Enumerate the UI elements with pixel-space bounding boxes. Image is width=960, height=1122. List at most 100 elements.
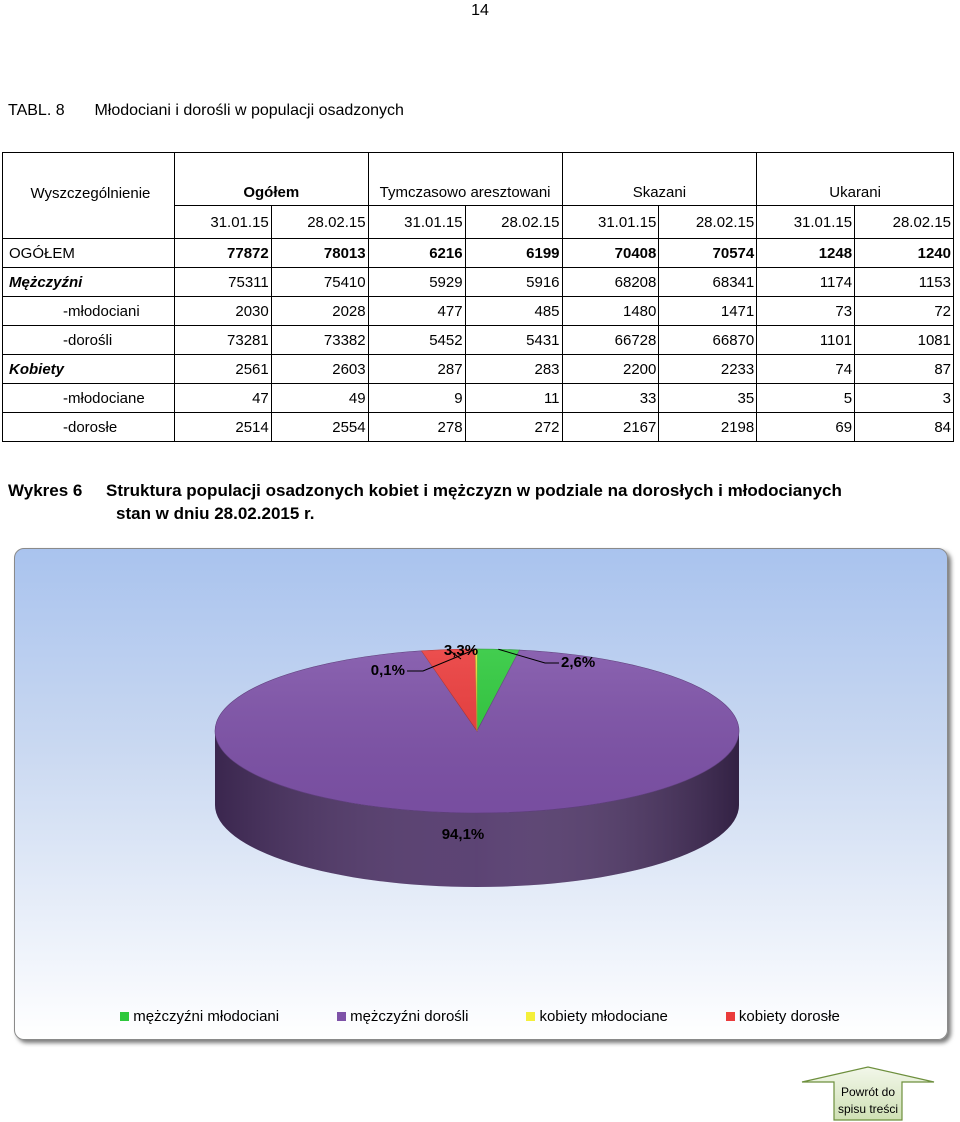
table-cell: 3 [854,383,954,413]
chart-caption-line1: Struktura populacji osadzonych kobiet i … [106,481,842,500]
legend-item: mężczyźni młodociani [120,1008,279,1025]
group-header: Ukarani [756,152,954,206]
legend-label: mężczyźni dorośli [350,1008,469,1025]
row-label: -młodociane [2,383,175,413]
table-cell: 33 [561,383,660,413]
row-label: -młodociani [2,296,175,326]
table-cell: 5929 [367,267,466,297]
row-label: -dorośli [2,325,175,355]
table-cell: 1240 [854,238,954,268]
table-cell: 84 [854,412,954,442]
legend-label: kobiety dorosłe [738,1008,840,1025]
pie-chart-canvas: 2,6% 94,1% 3,3% 0,1% [214,642,740,887]
table-cell: 1480 [561,296,660,326]
table-header-groups: Wyszczególnienie Ogółem Tymczasowo aresz… [2,152,954,239]
date-header: 31.01.15 [756,205,856,239]
table-cell: 1153 [854,267,954,297]
table-cell: 1174 [756,267,856,297]
back-label-line1: Powrót do [840,1085,896,1099]
table-cell: 485 [464,296,563,326]
table-cell: 73382 [270,325,369,355]
table-cell: 70408 [561,238,660,268]
table-row: -dorośli 73281 73382 5452 5431 66728 66870 1101… [2,325,954,355]
table-cell: 2514 [173,412,272,442]
legend-label: kobiety młodociane [539,1008,668,1025]
table-cell: 73 [756,296,856,326]
legend-swatch [725,1012,735,1021]
table-cell: 5 [756,383,856,413]
table-cell: 5916 [464,267,563,297]
legend-item: kobiety młodociane [526,1008,668,1025]
data-label: 2,6% [561,654,595,671]
table-cell: 74 [756,354,856,384]
chart-caption-number: Wykres 6 [8,481,83,500]
table-row: Kobiety 2561 2603 287 283 2200 2233 74 87 [2,354,954,384]
table-cell: 2198 [658,412,758,442]
table-cell: 49 [270,383,369,413]
table-cell: 278 [367,412,466,442]
table-caption-title: Młodociani i dorośli w populacji osadzon… [94,102,404,119]
back-label-line2: spisu treści [837,1102,899,1116]
leader-line [447,649,462,660]
table-cell: 1471 [658,296,758,326]
table-cell: 1101 [756,325,856,355]
date-header: 28.02.15 [270,205,369,239]
table-row: OGÓŁEM 77872 78013 6216 6199 70408 70574 1248 12… [2,238,954,268]
pie-top-shade [215,649,739,813]
pie-side-shade [215,731,739,887]
table-cell: 47 [173,383,272,413]
table-cell: 477 [367,296,466,326]
leader-line [498,648,559,664]
table-cell: 68341 [658,267,758,297]
table-cell: 6199 [464,238,563,268]
date-header: 31.01.15 [367,205,466,239]
table-cell: 272 [464,412,563,442]
table-cell: 2167 [561,412,660,442]
table-cell: 66870 [658,325,758,355]
data-label: 3,3% [444,642,478,659]
chart-legend: mężczyźni młodociani mężczyźni dorośli kob… [0,1008,960,1025]
group-header: Ogółem [173,152,369,206]
back-to-contents-button[interactable]: Powrót do spisu treści [800,1066,936,1122]
table-caption: TABL. 8 Młodociani i dorośli w populacji… [8,102,404,120]
table-cell: 2233 [658,354,758,384]
legend-item: mężczyźni dorośli [337,1008,468,1025]
pie-chart: 2,6% 94,1% 3,3% 0,1% [14,548,948,1040]
chart-caption-line2: stan w dniu 28.02.2015 r. [116,504,315,523]
table-cell: 87 [854,354,954,384]
table-cell: 75410 [270,267,369,297]
table-cell: 78013 [270,238,369,268]
table-cell: 70574 [658,238,758,268]
table-cell: 5452 [367,325,466,355]
legend-swatch [337,1012,347,1021]
table-cell: 2561 [173,354,272,384]
row-label: -dorosłe [2,412,175,442]
date-header: 31.01.15 [561,205,660,239]
table-row: -młodociani 2030 2028 477 485 1480 1471 73 72 [2,296,954,326]
date-header: 28.02.15 [658,205,758,239]
stub-header: Wyszczególnienie [2,152,175,239]
table-cell: 68208 [561,267,660,297]
table-cell: 73281 [173,325,272,355]
table-cell: 69 [756,412,856,442]
table-cell: 1081 [854,325,954,355]
table-cell: 2200 [561,354,660,384]
table-cell: 5431 [464,325,563,355]
table-cell: 75311 [173,267,272,297]
page-number: 14 [471,2,489,19]
date-header: 28.02.15 [464,205,563,239]
row-label: OGÓŁEM [2,238,175,268]
row-label: Mężczyźni [2,267,175,297]
date-header: 28.02.15 [854,205,954,239]
table-header-dates: 31.01.15 28.02.15 31.01.15 28.02.15 31.01.15… [3,205,954,239]
table-row: Mężczyźni 75311 75410 5929 5916 68208 68341 117… [2,267,954,297]
table-row: -dorosłe 2514 2554 278 272 2167 2198 69 84 [2,412,954,442]
table-cell: 2603 [270,354,369,384]
table-cell: 35 [658,383,758,413]
table-cell: 11 [464,383,563,413]
legend-item: kobiety dorosłe [725,1008,840,1025]
table-cell: 6216 [367,238,466,268]
table-cell: 283 [464,354,563,384]
table-cell: 72 [854,296,954,326]
table-cell: 77872 [173,238,272,268]
